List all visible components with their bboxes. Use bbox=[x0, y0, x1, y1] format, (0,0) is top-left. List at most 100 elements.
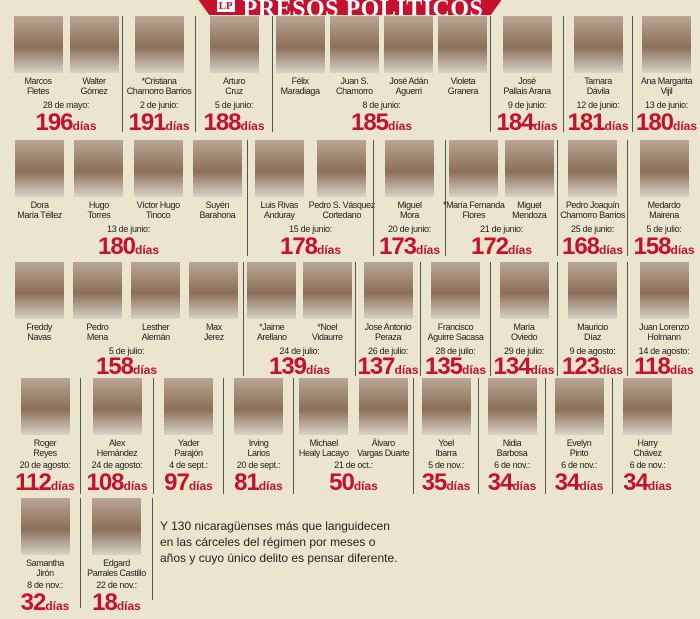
people: Tamara Dávila bbox=[564, 16, 632, 96]
people: Marcos Fletes Walter Gómez bbox=[10, 16, 122, 96]
detention-group: Jose Antonio Peraza 26 de julio: 137días bbox=[355, 262, 420, 380]
days-unit: días bbox=[258, 479, 283, 493]
days-unit: días bbox=[446, 479, 471, 493]
people: Medardo Mairena bbox=[628, 140, 700, 220]
days-number: 118 bbox=[634, 353, 671, 380]
days-count: 134días bbox=[491, 354, 557, 383]
detention-group: Samantha Jirón 8 de nov.: 32días bbox=[10, 498, 80, 616]
days-number: 108 bbox=[86, 469, 124, 496]
days-unit: días bbox=[72, 119, 97, 133]
person: Juan S. Chamorro bbox=[327, 16, 381, 96]
portrait-photo bbox=[164, 378, 213, 435]
portrait-photo bbox=[623, 378, 672, 435]
arrest-date: 21 de junio: bbox=[480, 224, 523, 234]
days-count: 188días bbox=[196, 110, 272, 139]
arrest-date: 21 de oct.: bbox=[334, 460, 373, 470]
days-count: 172días bbox=[446, 234, 557, 263]
days-number: 158 bbox=[633, 233, 671, 260]
days-unit: días bbox=[188, 479, 213, 493]
days-number: 196 bbox=[35, 109, 73, 136]
days-unit: días bbox=[135, 243, 160, 257]
header-banner: LP PRESOS POLÍTICOS bbox=[190, 0, 510, 15]
detention-group: Pedro Joaquín Chamorro Barrios 25 de juni… bbox=[557, 140, 627, 260]
days-number: 172 bbox=[470, 233, 509, 260]
portrait-photo bbox=[72, 262, 122, 319]
person-name: Juan S. Chamorro bbox=[335, 76, 373, 96]
days-count: 168días bbox=[558, 234, 627, 263]
person: Roger Reyes bbox=[10, 378, 80, 458]
days-unit: días bbox=[317, 243, 342, 257]
detention-group: *Jaime Arellano *Noel Vidaurre 24 de julio… bbox=[243, 262, 355, 380]
person-name: Edgard Parrales Castillo bbox=[87, 558, 146, 578]
days-count: 173días bbox=[374, 234, 445, 263]
arrest-date: 8 de junio: bbox=[362, 100, 401, 110]
person: Miguel Mora bbox=[374, 140, 445, 220]
person-name: Suyén Barahona bbox=[199, 200, 236, 220]
person-name: Miguel Mora bbox=[397, 200, 422, 220]
portrait-photo bbox=[554, 378, 604, 435]
person-name: Pedro Mena bbox=[86, 322, 109, 342]
days-count: 184días bbox=[491, 110, 563, 139]
portrait-photo bbox=[449, 140, 499, 197]
portrait-photo bbox=[15, 140, 65, 197]
person: *Jaime Arellano bbox=[244, 262, 300, 342]
detention-group: Irving Larios 20 de sept.: 81días bbox=[223, 378, 293, 496]
detention-group: Freddy Navas Pedro Mena Lesther Alemán Max … bbox=[10, 262, 243, 380]
person-name: Luis Rivas Anduray bbox=[260, 200, 298, 220]
days-count: 34días bbox=[613, 470, 682, 499]
person: Víctor Hugo Tinoco bbox=[129, 140, 188, 220]
person-name: *Jaime Arellano bbox=[256, 322, 287, 342]
person: *Cristiana Chamorro Barrios bbox=[123, 16, 195, 96]
days-number: 137 bbox=[357, 353, 395, 380]
days-number: 35 bbox=[421, 469, 448, 496]
days-number: 180 bbox=[635, 109, 674, 136]
days-number: 181 bbox=[567, 109, 605, 136]
arrest-date: 5 de nov.: bbox=[428, 460, 464, 470]
person: Yader Parajón bbox=[154, 378, 223, 458]
lp-logo: LP bbox=[216, 0, 235, 12]
days-number: 173 bbox=[378, 233, 417, 260]
arrest-date: 5 de julio: bbox=[108, 346, 145, 356]
people: Miguel Mora bbox=[374, 140, 445, 220]
detention-group: Yoel Ibarra 5 de nov.: 35días bbox=[413, 378, 478, 496]
person-name: José Pallais Arana bbox=[503, 76, 551, 96]
days-count: 191días bbox=[123, 110, 195, 139]
arrest-date: 25 de junio: bbox=[571, 224, 614, 234]
portrait-photo bbox=[74, 140, 124, 197]
days-number: 178 bbox=[279, 233, 318, 260]
person: Luis Rivas Anduray bbox=[248, 140, 311, 220]
days-number: 184 bbox=[496, 109, 534, 136]
people: Félix Maradiaga Juan S. Chamorro José Adán… bbox=[273, 16, 490, 96]
detention-group: Michael Healy Lacayo Álvaro Vargas Duarte… bbox=[293, 378, 413, 496]
people: Yader Parajón bbox=[154, 378, 223, 458]
divider bbox=[152, 498, 153, 600]
portrait-photo bbox=[134, 16, 184, 73]
days-number: 34 bbox=[487, 469, 514, 496]
detention-group: Ana Margarita Vijil 13 de junio: 180días bbox=[632, 16, 700, 136]
person: María Oviedo bbox=[491, 262, 557, 342]
days-unit: días bbox=[394, 363, 419, 377]
person: Félix Maradiaga bbox=[273, 16, 327, 96]
arrest-date: 22 de nov.: bbox=[96, 580, 137, 590]
detention-group: Nidia Barbosa 6 de nov.: 34días bbox=[478, 378, 545, 496]
arrest-date: 13 de junio: bbox=[107, 224, 150, 234]
days-count: 185días bbox=[273, 110, 490, 139]
portrait-photo bbox=[192, 140, 242, 197]
person: Michael Healy Lacayo bbox=[294, 378, 354, 458]
arrest-date: 26 de julio: bbox=[368, 346, 408, 356]
days-number: 112 bbox=[15, 469, 52, 496]
detention-group: María Oviedo 29 de julio: 134días bbox=[490, 262, 557, 380]
portrait-photo bbox=[358, 378, 408, 435]
portrait-photo bbox=[13, 16, 63, 73]
row: Roger Reyes 20 de agosto: 112días Alex Hern… bbox=[0, 378, 700, 496]
person-name: Hugo Torres bbox=[87, 200, 111, 220]
arrest-date: 8 de nov.: bbox=[27, 580, 63, 590]
days-unit: días bbox=[512, 479, 537, 493]
days-count: 112días bbox=[10, 470, 80, 499]
people: Ana Margarita Vijil bbox=[633, 16, 700, 96]
days-unit: días bbox=[579, 479, 604, 493]
days-number: 135 bbox=[424, 353, 463, 380]
detention-group: Harry Chávez 6 de nov.: 34días bbox=[612, 378, 682, 496]
person-name: Víctor Hugo Tinoco bbox=[136, 200, 181, 220]
person-name: Alex Hernández bbox=[96, 438, 138, 458]
